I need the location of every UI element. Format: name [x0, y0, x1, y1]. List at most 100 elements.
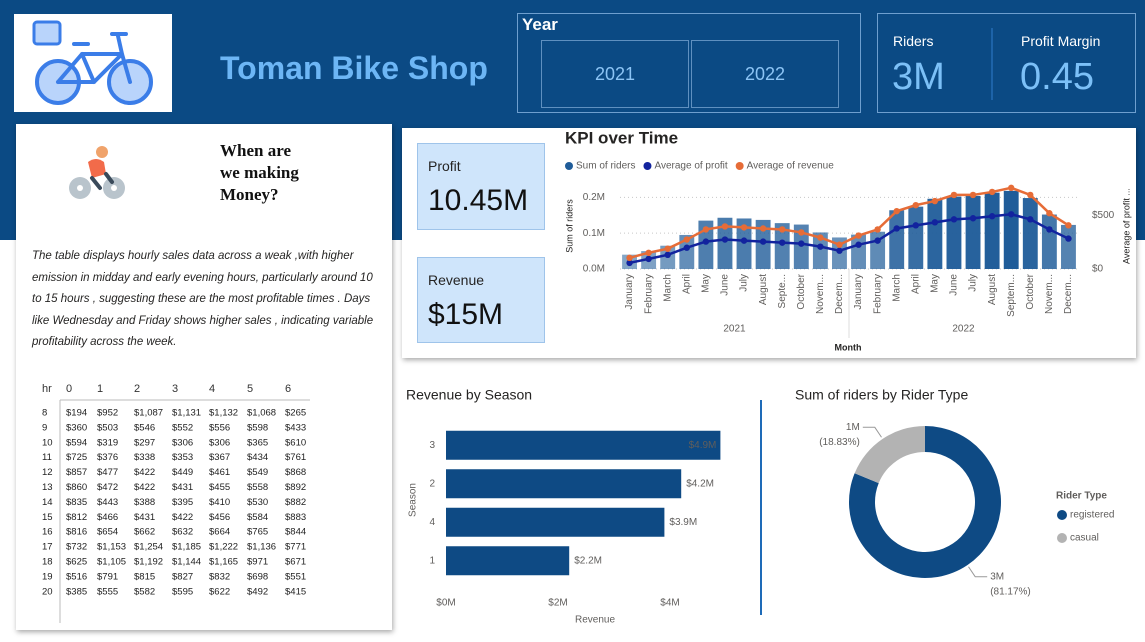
data-label: $2.2M [574, 555, 602, 566]
data-label: 1M [846, 422, 860, 433]
bar [1022, 198, 1038, 269]
table-cell: $584 [247, 512, 268, 523]
slice [854, 426, 925, 484]
bar [774, 223, 790, 269]
table-header-cell: 6 [285, 383, 291, 395]
legend-marker [1057, 533, 1067, 543]
table-cell: $1,105 [97, 557, 126, 568]
table-cell: $516 [66, 571, 87, 582]
table-cell: $422 [172, 512, 193, 523]
chart-title: KPI over Time [565, 128, 678, 147]
y-axis-label: Season [408, 483, 419, 517]
card-value: 10.45M [428, 184, 529, 217]
legend-marker [565, 162, 573, 170]
table-cell: $477 [97, 467, 118, 478]
data-label: 3M [990, 571, 1004, 582]
table-row-label: 14 [42, 497, 53, 508]
table-cell: $664 [209, 527, 230, 538]
marker [702, 238, 710, 245]
table-cell: $422 [134, 467, 155, 478]
x-tick-label: April [681, 274, 692, 294]
marker [931, 197, 939, 205]
leader-line [862, 426, 882, 438]
marker [626, 254, 633, 262]
table-cell: $815 [134, 571, 155, 582]
kpi-value: 3M [892, 56, 945, 98]
x-tick-label: March [662, 274, 673, 302]
marker [912, 201, 919, 209]
slicer-option[interactable]: 2021 [541, 40, 689, 108]
marker [626, 259, 633, 267]
marker [721, 223, 729, 230]
table-cell: $662 [134, 527, 155, 538]
marker [931, 219, 939, 226]
data-label: $4.9M [689, 440, 717, 451]
table-cell: $376 [97, 452, 118, 463]
x-tick-label: May [701, 274, 712, 293]
bar [965, 195, 981, 269]
x-tick-label: April [910, 274, 921, 294]
table-header-cell: 1 [97, 383, 103, 395]
table-cell: $725 [66, 452, 87, 463]
rider-type-chart: Sum of riders by Rider Type 3M (81.17%) 1M (… [785, 386, 1136, 632]
table-cell: $1,192 [134, 557, 163, 568]
table-cell: $503 [97, 422, 118, 433]
chart-title: Revenue by Season [406, 387, 532, 403]
x-tick-label: March [891, 274, 902, 302]
table-header-cell: 0 [66, 383, 72, 395]
x-group-label: 2021 [723, 324, 746, 335]
marker [1065, 235, 1072, 242]
bar [984, 192, 1000, 269]
table-cell: $415 [285, 586, 306, 597]
kpi-label: Profit Margin [1021, 33, 1101, 49]
card-value: $15M [428, 298, 504, 331]
table-cell: $765 [247, 527, 268, 538]
table-cell: $952 [97, 408, 118, 419]
bar [908, 206, 924, 269]
data-label: (18.83%) [819, 437, 860, 448]
table-cell: $546 [134, 422, 155, 433]
table-cell: $761 [285, 452, 306, 463]
table-cell: $433 [285, 422, 306, 433]
table-header-cell: 4 [209, 383, 215, 395]
bar [946, 196, 962, 269]
bar [1041, 214, 1057, 269]
y-tick-label: 3 [429, 440, 435, 451]
insight-text: The table displays hourly sales data acr… [32, 250, 374, 348]
table-cell: $360 [66, 422, 87, 433]
year-slicer: Year 2021 2022 [517, 13, 861, 113]
table-cell: $558 [247, 482, 268, 493]
table-cell: $466 [97, 512, 118, 523]
marker [798, 229, 805, 236]
marker [740, 237, 748, 244]
bar [1061, 224, 1076, 269]
table-cell: $552 [172, 422, 193, 433]
slicer-option[interactable]: 2022 [691, 40, 839, 108]
kpi-panel: KPI over Time 0.0M 0.1M 0.2M $0 $500 Sum of ri… [402, 128, 1136, 358]
table-cell: $598 [247, 422, 268, 433]
table-cell: $812 [66, 512, 87, 523]
x-tick-label: $0M [436, 598, 455, 609]
revenue-by-season-chart: Revenue by Season $0M $2M $4M 3 $4.9M 2 $4.2M 4 $… [400, 386, 760, 632]
table-cell: $1,153 [97, 542, 126, 553]
table-header-cell: hr [42, 383, 52, 395]
marker [683, 244, 690, 251]
table-row-label: 19 [42, 571, 53, 582]
x-tick-label: May [930, 274, 941, 293]
marker [759, 225, 767, 232]
bar [717, 217, 733, 269]
x-tick-label: $4M [660, 598, 679, 609]
table-cell: $1,068 [247, 408, 276, 419]
table-cell: $297 [134, 437, 155, 448]
table-cell: $1,087 [134, 408, 163, 419]
bar [889, 210, 905, 269]
table-cell: $1,254 [134, 542, 163, 553]
x-tick-label: Novem... [815, 274, 826, 314]
table-cell: $306 [209, 437, 230, 448]
y-tick-label: 0.2M [583, 192, 605, 203]
table-cell: $194 [66, 408, 87, 419]
table-cell: $816 [66, 527, 87, 538]
marker [1008, 184, 1015, 192]
table-cell: $265 [285, 408, 306, 419]
chart-title: Sum of riders by Rider Type [795, 387, 968, 403]
